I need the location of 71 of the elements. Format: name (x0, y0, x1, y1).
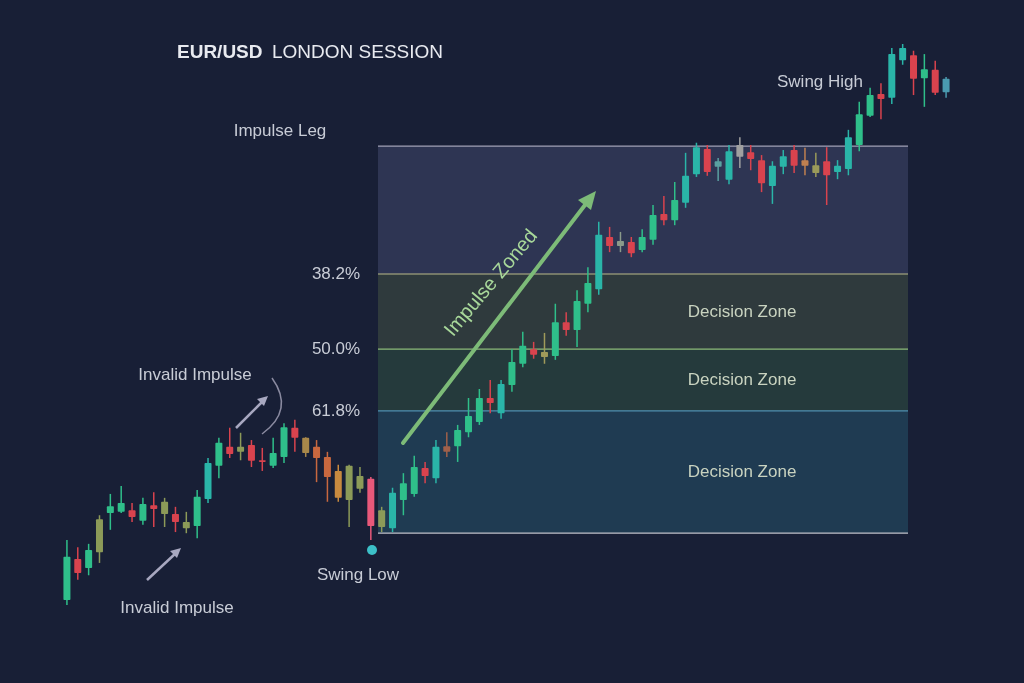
candlestick (627, 236, 635, 258)
candlestick (812, 152, 820, 178)
candlestick (736, 136, 744, 169)
candlestick (85, 543, 93, 577)
annotation: Invalid Impulse (138, 365, 252, 384)
annotation: Swing Low (316, 565, 400, 584)
candlestick (942, 76, 950, 99)
annotation: 38.2% (311, 264, 361, 283)
candlestick (302, 436, 310, 458)
candlestick (508, 348, 516, 393)
candlestick (703, 144, 711, 177)
candlestick (616, 231, 624, 253)
candlestick (747, 144, 755, 171)
annotation: Impulse Leg (233, 121, 327, 140)
candlestick (356, 466, 364, 494)
candlestick (117, 485, 125, 514)
candlestick (519, 331, 527, 368)
candlestick (486, 379, 494, 414)
candlestick (920, 53, 928, 108)
candlestick (182, 511, 190, 534)
chart-subtitle: LONDON SESSION (272, 41, 444, 62)
candlestick (226, 426, 234, 459)
candlestick (801, 147, 809, 177)
candlestick (443, 431, 451, 458)
chart-title: EUR/USD (177, 41, 263, 62)
candlestick (215, 437, 223, 479)
candlestick (106, 493, 114, 531)
annotation: 61.8% (311, 401, 361, 420)
candlestick (74, 546, 82, 581)
candlestick (790, 144, 798, 174)
candlestick (758, 154, 766, 193)
candlestick (465, 397, 473, 439)
candlestick (139, 497, 147, 526)
candlestick (150, 491, 158, 528)
candlestick (899, 43, 907, 66)
candlestick (291, 419, 299, 453)
candlestick (128, 502, 136, 523)
annotation: Swing High (777, 72, 863, 91)
candlestick (323, 451, 331, 503)
candlestick (258, 447, 266, 472)
candlestick (399, 472, 407, 516)
candlestick (454, 424, 462, 463)
candlestick (378, 506, 386, 533)
candlestick (584, 266, 592, 313)
candlestick (562, 311, 570, 337)
candlestick (768, 160, 776, 205)
candlestick (910, 49, 918, 96)
annotation: Invalid Impulse (120, 598, 234, 617)
band-label: Decision Zone (687, 301, 797, 321)
candlestick (606, 226, 614, 253)
band-label: Decision Zone (687, 462, 797, 482)
candlestick (834, 159, 842, 180)
candlestick (171, 506, 179, 533)
candlestick (540, 332, 548, 365)
annotation: 50.0% (311, 339, 361, 358)
candlestick (660, 195, 668, 226)
candlestick (269, 437, 277, 469)
candlestick (638, 228, 646, 253)
candlestick (866, 87, 874, 118)
candlestick (421, 461, 429, 485)
candlestick (779, 149, 787, 175)
candlestick (247, 439, 255, 468)
candlestick (877, 82, 885, 120)
candlestick (161, 497, 169, 528)
candlestick (237, 432, 245, 462)
band-label: Decision Zone (687, 370, 797, 390)
candlestick (313, 439, 321, 483)
candlestick (823, 146, 831, 206)
candlestick (931, 60, 939, 96)
candlestick (714, 157, 722, 182)
candlestick (671, 181, 679, 226)
